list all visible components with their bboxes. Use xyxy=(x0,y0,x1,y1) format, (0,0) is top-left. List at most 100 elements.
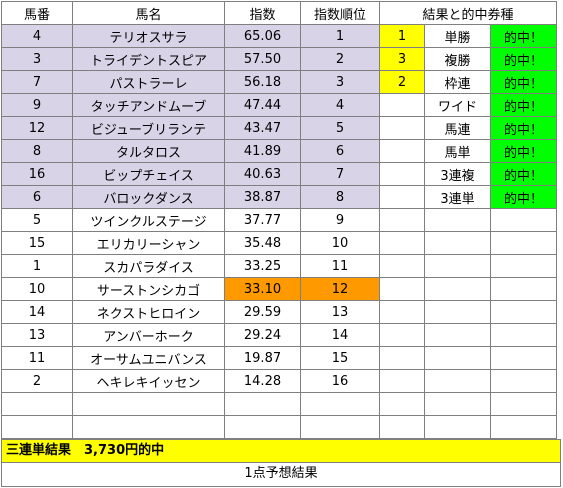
bamei-cell[interactable]: スカパラダイス xyxy=(72,254,225,278)
umaban-cell[interactable]: 1 xyxy=(1,254,73,278)
bet-type-cell[interactable]: 複勝 xyxy=(424,47,491,71)
junni-cell[interactable]: 8 xyxy=(300,185,380,209)
umaban-cell[interactable]: 7 xyxy=(1,70,73,94)
hit-cell[interactable]: 的中！ xyxy=(490,116,557,140)
empty-cell[interactable] xyxy=(424,415,491,439)
bamei-cell[interactable]: タッチアンドムーブ xyxy=(72,93,225,117)
empty-cell[interactable] xyxy=(379,208,425,232)
umaban-cell[interactable]: 5 xyxy=(1,208,73,232)
empty-cell[interactable] xyxy=(424,277,491,301)
empty-cell[interactable] xyxy=(490,254,557,278)
bamei-cell[interactable]: タルタロス xyxy=(72,139,225,163)
empty-cell[interactable] xyxy=(424,300,491,324)
bamei-cell[interactable]: トライデントスピア xyxy=(72,47,225,71)
junni-cell[interactable]: 6 xyxy=(300,139,380,163)
bamei-cell[interactable]: ヘキレキイッセン xyxy=(72,369,225,393)
umaban-cell[interactable]: 2 xyxy=(1,369,73,393)
header-umaban[interactable]: 馬番 xyxy=(1,1,73,25)
hit-cell[interactable]: 的中！ xyxy=(490,70,557,94)
bet-type-cell[interactable]: 馬単 xyxy=(424,139,491,163)
junni-cell[interactable]: 1 xyxy=(300,24,380,48)
junni-cell[interactable]: 14 xyxy=(300,323,380,347)
empty-cell[interactable] xyxy=(379,93,425,117)
junni-cell[interactable]: 12 xyxy=(300,277,380,301)
bamei-cell[interactable]: サーストンシカゴ xyxy=(72,277,225,301)
junni-cell[interactable]: 13 xyxy=(300,300,380,324)
empty-cell[interactable] xyxy=(379,254,425,278)
junni-cell[interactable]: 9 xyxy=(300,208,380,232)
empty-cell[interactable] xyxy=(379,162,425,186)
trifecta-result-banner[interactable]: 三連単結果 3,730円的中 xyxy=(1,439,561,463)
empty-cell[interactable] xyxy=(379,277,425,301)
empty-cell[interactable] xyxy=(490,415,557,439)
single-prediction-footer[interactable]: 1点予想結果 xyxy=(1,463,561,487)
empty-cell[interactable] xyxy=(1,415,73,439)
hit-cell[interactable]: 的中！ xyxy=(490,24,557,48)
bamei-cell[interactable]: ビップチェイス xyxy=(72,162,225,186)
empty-cell[interactable] xyxy=(224,415,301,439)
bamei-cell[interactable]: アンバーホーク xyxy=(72,323,225,347)
empty-cell[interactable] xyxy=(379,392,425,416)
bamei-cell[interactable]: ネクストヒロイン xyxy=(72,300,225,324)
junni-cell[interactable]: 16 xyxy=(300,369,380,393)
umaban-cell[interactable]: 14 xyxy=(1,300,73,324)
empty-cell[interactable] xyxy=(424,323,491,347)
junni-cell[interactable]: 5 xyxy=(300,116,380,140)
shisu-cell[interactable]: 65.06 xyxy=(224,24,301,48)
umaban-cell[interactable]: 3 xyxy=(1,47,73,71)
umaban-cell[interactable]: 9 xyxy=(1,93,73,117)
hit-cell[interactable]: 的中！ xyxy=(490,93,557,117)
empty-cell[interactable] xyxy=(490,323,557,347)
bamei-cell[interactable]: オーサムユニバンス xyxy=(72,346,225,370)
umaban-cell[interactable]: 13 xyxy=(1,323,73,347)
empty-cell[interactable] xyxy=(424,392,491,416)
empty-cell[interactable] xyxy=(1,392,73,416)
bamei-cell[interactable]: バロックダンス xyxy=(72,185,225,209)
junni-cell[interactable]: 2 xyxy=(300,47,380,71)
shisu-cell[interactable]: 19.87 xyxy=(224,346,301,370)
placing-cell[interactable]: 2 xyxy=(379,70,425,94)
junni-cell[interactable]: 10 xyxy=(300,231,380,255)
placing-cell[interactable]: 3 xyxy=(379,47,425,71)
junni-cell[interactable]: 3 xyxy=(300,70,380,94)
empty-cell[interactable] xyxy=(379,369,425,393)
header-shisu[interactable]: 指数 xyxy=(224,1,301,25)
header-bamei[interactable]: 馬名 xyxy=(72,1,225,25)
empty-cell[interactable] xyxy=(490,369,557,393)
bamei-cell[interactable]: パストラーレ xyxy=(72,70,225,94)
bet-type-cell[interactable]: 枠連 xyxy=(424,70,491,94)
header-junni[interactable]: 指数順位 xyxy=(300,1,380,25)
bet-type-cell[interactable]: 3連複 xyxy=(424,162,491,186)
bet-type-cell[interactable]: 単勝 xyxy=(424,24,491,48)
umaban-cell[interactable]: 8 xyxy=(1,139,73,163)
empty-cell[interactable] xyxy=(379,116,425,140)
bamei-cell[interactable]: テリオスサラ xyxy=(72,24,225,48)
empty-cell[interactable] xyxy=(379,231,425,255)
bamei-cell[interactable]: ツインクルステージ xyxy=(72,208,225,232)
shisu-cell[interactable]: 47.44 xyxy=(224,93,301,117)
shisu-cell[interactable]: 33.10 xyxy=(224,277,301,301)
hit-cell[interactable]: 的中！ xyxy=(490,162,557,186)
umaban-cell[interactable]: 6 xyxy=(1,185,73,209)
umaban-cell[interactable]: 4 xyxy=(1,24,73,48)
junni-cell[interactable]: 15 xyxy=(300,346,380,370)
shisu-cell[interactable]: 40.63 xyxy=(224,162,301,186)
shisu-cell[interactable]: 29.24 xyxy=(224,323,301,347)
shisu-cell[interactable]: 33.25 xyxy=(224,254,301,278)
bamei-cell[interactable]: ビジューブリランテ xyxy=(72,116,225,140)
bet-type-cell[interactable]: 3連単 xyxy=(424,185,491,209)
umaban-cell[interactable]: 12 xyxy=(1,116,73,140)
empty-cell[interactable] xyxy=(490,277,557,301)
shisu-cell[interactable]: 37.77 xyxy=(224,208,301,232)
junni-cell[interactable]: 11 xyxy=(300,254,380,278)
umaban-cell[interactable]: 11 xyxy=(1,346,73,370)
empty-cell[interactable] xyxy=(300,392,380,416)
bamei-cell[interactable]: エリカリーシャン xyxy=(72,231,225,255)
header-kekka[interactable]: 結果と的中券種 xyxy=(379,1,557,25)
shisu-cell[interactable]: 38.87 xyxy=(224,185,301,209)
bet-type-cell[interactable]: 馬連 xyxy=(424,116,491,140)
empty-cell[interactable] xyxy=(72,415,225,439)
empty-cell[interactable] xyxy=(490,208,557,232)
empty-cell[interactable] xyxy=(72,392,225,416)
empty-cell[interactable] xyxy=(300,415,380,439)
